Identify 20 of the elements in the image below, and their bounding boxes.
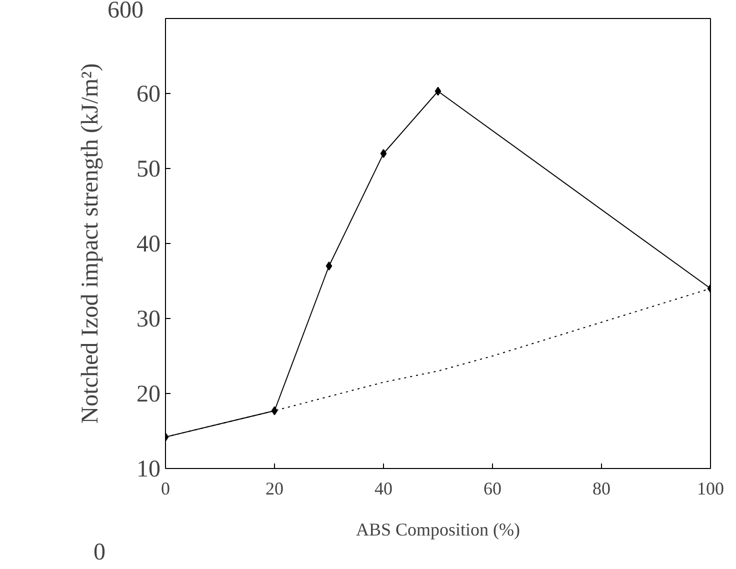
x-tick-label: 0 [161, 478, 170, 498]
y-axis-title: Notched Izod impact strength (kJ/m²) [78, 63, 104, 424]
x-tick-label: 60 [484, 478, 502, 498]
y-tick-label: 30 [136, 306, 160, 332]
y-tick-label: 10 [136, 456, 160, 482]
text: 600 [108, 0, 144, 24]
point [434, 86, 442, 96]
x-tick-label: 20 [266, 478, 284, 498]
y-tick-label: 40 [136, 232, 160, 258]
x-axis-title: ABS Composition (%) [356, 520, 520, 540]
y-tick-label: 60 [136, 82, 160, 108]
x-tick-label: 80 [592, 478, 610, 498]
y-tick-label: 20 [136, 382, 160, 408]
x-tick-label: 40 [374, 478, 392, 498]
x-tick-label: 100 [697, 478, 724, 498]
text: 0 [94, 540, 106, 566]
point [326, 262, 332, 270]
point [271, 406, 278, 416]
point [380, 149, 387, 158]
y-tick-label: 50 [136, 156, 160, 182]
